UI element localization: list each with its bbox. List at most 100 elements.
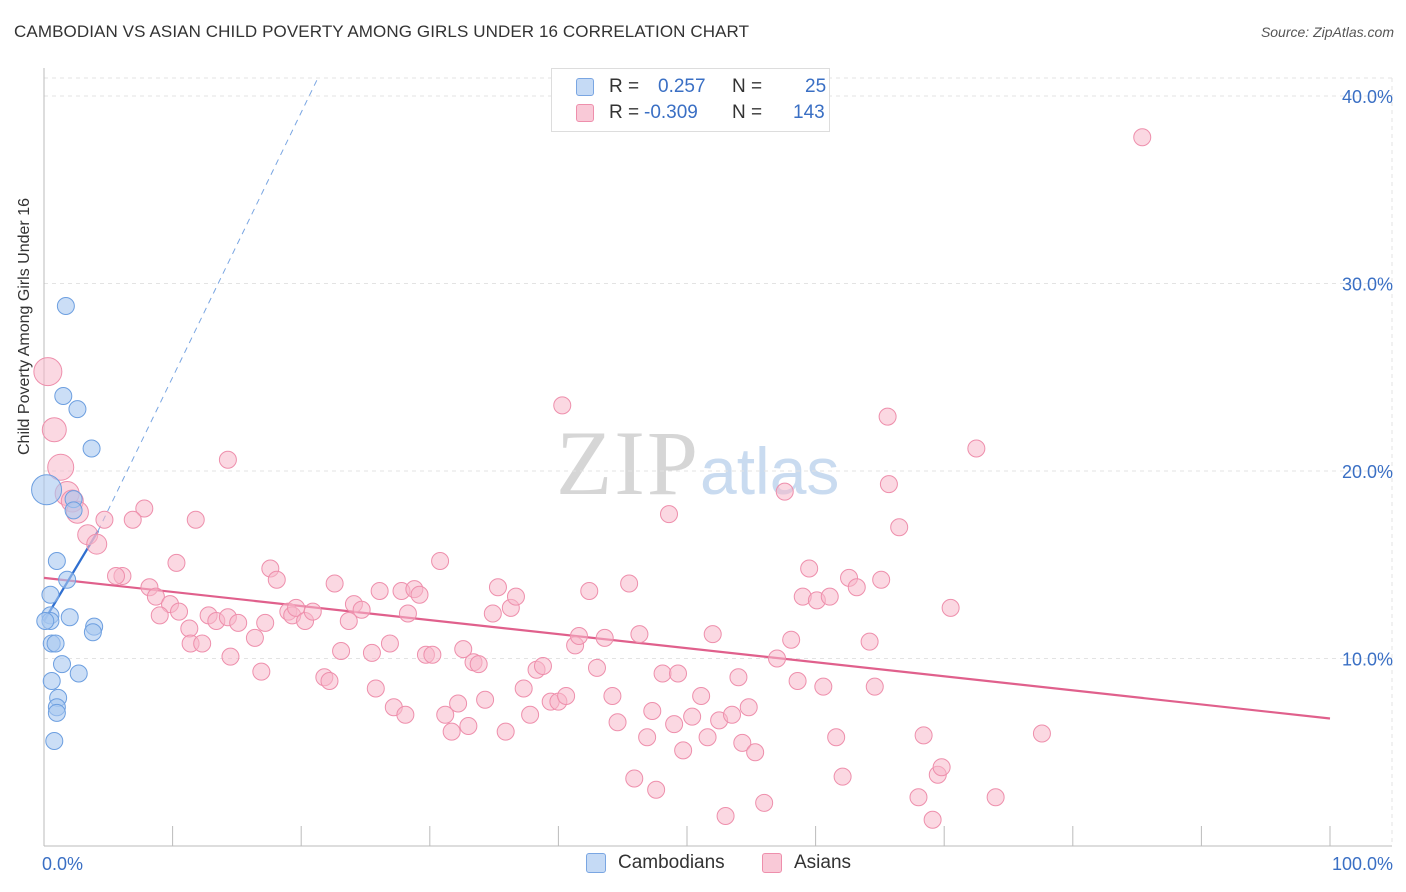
asian-point bbox=[878, 407, 897, 426]
asian-point bbox=[95, 510, 114, 529]
asian-point bbox=[674, 741, 693, 760]
asian-point bbox=[320, 672, 339, 690]
asian-point bbox=[107, 567, 126, 585]
asian-point bbox=[580, 582, 599, 600]
bottom-legend-swatch-asians bbox=[762, 853, 782, 873]
asian-point bbox=[47, 453, 75, 481]
asian-point bbox=[986, 788, 1005, 807]
cambodian-point bbox=[31, 474, 63, 506]
asian-point bbox=[833, 767, 852, 786]
asian-point bbox=[595, 628, 614, 647]
tick-labels: 10.0% 20.0% 30.0% 40.0% 0.0% 100.0% bbox=[42, 87, 1393, 874]
asian-point bbox=[352, 600, 371, 619]
asian-point bbox=[860, 632, 879, 651]
asian-point bbox=[739, 698, 758, 717]
chart-title: CAMBODIAN VS ASIAN CHILD POVERTY AMONG G… bbox=[14, 22, 750, 41]
legend-swatch-cambodians bbox=[576, 78, 594, 96]
cambodian-point bbox=[46, 634, 65, 653]
asian-point bbox=[923, 810, 942, 829]
asian-point bbox=[814, 677, 833, 696]
asian-point bbox=[488, 578, 507, 597]
asian-trend-line bbox=[43, 576, 1331, 720]
asian-point bbox=[755, 793, 774, 812]
asian-point bbox=[506, 587, 525, 606]
asian-point bbox=[186, 510, 205, 529]
asian-point bbox=[630, 625, 649, 644]
asian-point bbox=[476, 690, 495, 709]
correlation-legend: R = 0.257 N = 25 R = -0.309 N = 143 bbox=[551, 68, 830, 132]
asian-point bbox=[33, 357, 63, 387]
asian-point bbox=[692, 687, 711, 705]
asian-point bbox=[449, 694, 468, 713]
asian-point bbox=[150, 606, 169, 625]
legend-r-label: R = bbox=[609, 102, 640, 123]
cambodian-point bbox=[68, 400, 87, 419]
cambodian-point bbox=[60, 608, 79, 627]
y-tick-label: 30.0% bbox=[1342, 275, 1393, 295]
asian-point bbox=[733, 733, 752, 752]
cambodian-point bbox=[36, 612, 55, 630]
asian-point bbox=[170, 602, 189, 621]
cambodian-point bbox=[42, 672, 61, 690]
y-tick-label: 10.0% bbox=[1342, 650, 1393, 670]
legend-r-label: R = bbox=[609, 76, 640, 97]
asian-point bbox=[788, 672, 807, 690]
asian-point bbox=[193, 634, 212, 653]
asian-point bbox=[267, 570, 286, 589]
asian-point bbox=[647, 780, 666, 799]
cambodian-point bbox=[54, 387, 73, 405]
asian-point bbox=[229, 613, 248, 632]
asian-point bbox=[218, 450, 237, 469]
asian-point bbox=[396, 705, 415, 724]
asian-point bbox=[746, 743, 765, 762]
asian-point bbox=[459, 717, 478, 735]
asian-point bbox=[603, 687, 622, 705]
asian-point bbox=[668, 664, 687, 683]
asian-point bbox=[625, 769, 644, 788]
cambodian-point bbox=[45, 732, 64, 750]
asian-point bbox=[865, 677, 884, 696]
asian-point bbox=[483, 604, 502, 623]
asian-point bbox=[135, 499, 154, 518]
watermark: ZIPatlas bbox=[556, 410, 839, 516]
asian-point bbox=[569, 627, 588, 645]
source-label: Source: ZipAtlas.com bbox=[1260, 24, 1394, 40]
legend-n-value: 143 bbox=[793, 102, 825, 123]
asian-point bbox=[967, 439, 986, 458]
asian-point bbox=[768, 649, 787, 668]
legend-swatch-asians bbox=[576, 104, 594, 122]
asian-point bbox=[914, 726, 933, 745]
asian-point bbox=[325, 574, 344, 593]
asian-point bbox=[86, 533, 108, 555]
asian-point bbox=[221, 647, 240, 666]
x-tick-label: 0.0% bbox=[42, 854, 83, 874]
asian-point bbox=[252, 662, 271, 681]
asian-point bbox=[332, 642, 351, 660]
cambodian-point bbox=[41, 585, 60, 604]
asian-point bbox=[638, 728, 657, 747]
bottom-legend-label-asians: Asians bbox=[794, 852, 852, 873]
cambodian-point bbox=[47, 552, 66, 570]
asian-point bbox=[683, 707, 702, 726]
asian-point bbox=[245, 628, 264, 647]
asian-point bbox=[643, 702, 662, 720]
watermark-zip: ZIP bbox=[556, 412, 700, 514]
asian-point bbox=[820, 587, 839, 606]
asian-point bbox=[723, 705, 742, 724]
y-tick-label: 20.0% bbox=[1342, 462, 1393, 482]
cambodian-point bbox=[69, 664, 88, 683]
asian-point bbox=[423, 645, 442, 664]
asian-point bbox=[775, 482, 794, 501]
asian-point bbox=[287, 598, 306, 617]
asian-point bbox=[370, 582, 389, 600]
asian-point bbox=[496, 722, 515, 741]
asian-point bbox=[533, 657, 552, 675]
asian-point bbox=[729, 668, 748, 687]
asian-point bbox=[256, 613, 275, 632]
asian-point bbox=[665, 715, 684, 734]
asian-point bbox=[167, 553, 186, 572]
asian-point bbox=[380, 634, 399, 653]
asian-point bbox=[362, 643, 381, 662]
asian-point bbox=[620, 574, 639, 593]
